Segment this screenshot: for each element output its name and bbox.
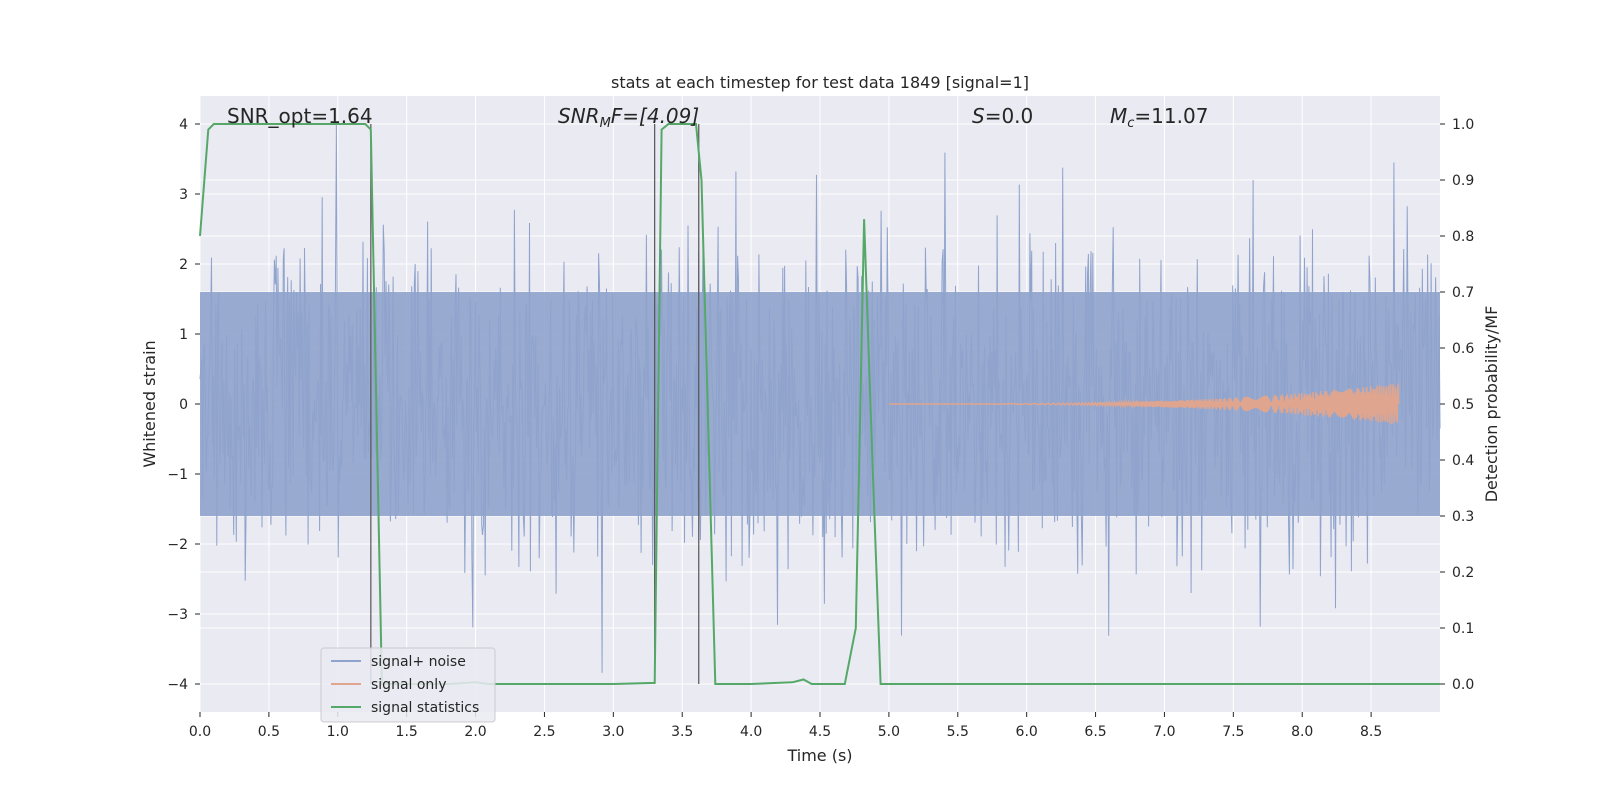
y2-tick-label: 1.0 <box>1452 117 1474 133</box>
x-tick-label: 7.5 <box>1222 724 1244 740</box>
legend-label-signal-statistics: signal statistics <box>371 700 479 716</box>
y-tick-label: −1 <box>167 467 188 483</box>
y2-tick-label: 0.4 <box>1452 453 1474 469</box>
mc-annotation: Mc=11.07 <box>1110 104 1208 131</box>
y-tick-label: −4 <box>167 677 188 693</box>
snr-mf-base: SNR <box>558 104 600 128</box>
x-tick-label: 3.5 <box>671 724 693 740</box>
s-var: S <box>972 104 985 128</box>
x-tick-label: 8.5 <box>1360 724 1382 740</box>
x-tick-label: 3.0 <box>602 724 624 740</box>
y2-tick-label: 0.7 <box>1452 285 1474 301</box>
y-tick-label: −3 <box>167 607 188 623</box>
snr-opt-annotation: SNR_opt=1.64 <box>227 104 373 128</box>
x-tick-label: 7.0 <box>1153 724 1175 740</box>
y-axis-title: Whitened strain <box>140 340 159 467</box>
y-tick-label: 1 <box>179 327 188 343</box>
x-tick-label: 4.0 <box>740 724 762 740</box>
s-annotation: S=0.0 <box>972 104 1033 128</box>
x-tick-label: 6.0 <box>1016 724 1038 740</box>
x-tick-label: 5.5 <box>947 724 969 740</box>
x-tick-label: 6.5 <box>1084 724 1106 740</box>
x-tick-label: 1.0 <box>327 724 349 740</box>
x-tick-label: 4.5 <box>809 724 831 740</box>
y2-axis-ticks: 1.0 0.9 0.8 0.7 0.6 0.5 0.4 0.3 0.2 0.1 0.0 <box>1440 117 1474 693</box>
y-tick-label: 3 <box>179 187 188 203</box>
y2-tick-label: 0.5 <box>1452 397 1474 413</box>
y2-tick-label: 0.3 <box>1452 509 1474 525</box>
mc-sub: c <box>1127 116 1134 131</box>
x-tick-label: 0.5 <box>258 724 280 740</box>
y-axis-ticks: 4 3 2 1 0 −1 −2 −3 −4 <box>167 117 200 693</box>
chart-title: stats at each timestep for test data 184… <box>611 73 1029 92</box>
x-axis-title: Time (s) <box>786 746 852 765</box>
mc-base: M <box>1110 104 1127 128</box>
y2-tick-label: 0.1 <box>1452 621 1474 637</box>
y-tick-label: 0 <box>179 397 188 413</box>
x-tick-label: 2.0 <box>464 724 486 740</box>
x-tick-label: 1.5 <box>396 724 418 740</box>
y-tick-label: 4 <box>179 117 188 133</box>
legend: signal+ noise signal only signal statist… <box>321 648 495 722</box>
legend-label-signal-noise: signal+ noise <box>371 654 466 670</box>
y2-axis-title: Detection probability/MF <box>1482 306 1501 503</box>
y2-tick-label: 0.2 <box>1452 565 1474 581</box>
s-value: =0.0 <box>985 104 1034 128</box>
y2-tick-label: 0.6 <box>1452 341 1474 357</box>
snr-mf-annotation: SNRMF=[4.09] <box>558 104 699 131</box>
snr-mf-rest: F=[4.09] <box>611 104 699 128</box>
mc-rest: =11.07 <box>1134 104 1208 128</box>
legend-label-signal-only: signal only <box>371 677 446 693</box>
x-tick-label: 2.5 <box>533 724 555 740</box>
y2-tick-label: 0.9 <box>1452 173 1474 189</box>
x-tick-label: 8.0 <box>1291 724 1313 740</box>
x-tick-label: 0.0 <box>189 724 211 740</box>
y-tick-label: 2 <box>179 257 188 273</box>
y2-tick-label: 0.0 <box>1452 677 1474 693</box>
y-tick-label: −2 <box>167 537 188 553</box>
x-tick-label: 5.0 <box>878 724 900 740</box>
y2-tick-label: 0.8 <box>1452 229 1474 245</box>
snr-mf-sub: M <box>600 116 611 131</box>
